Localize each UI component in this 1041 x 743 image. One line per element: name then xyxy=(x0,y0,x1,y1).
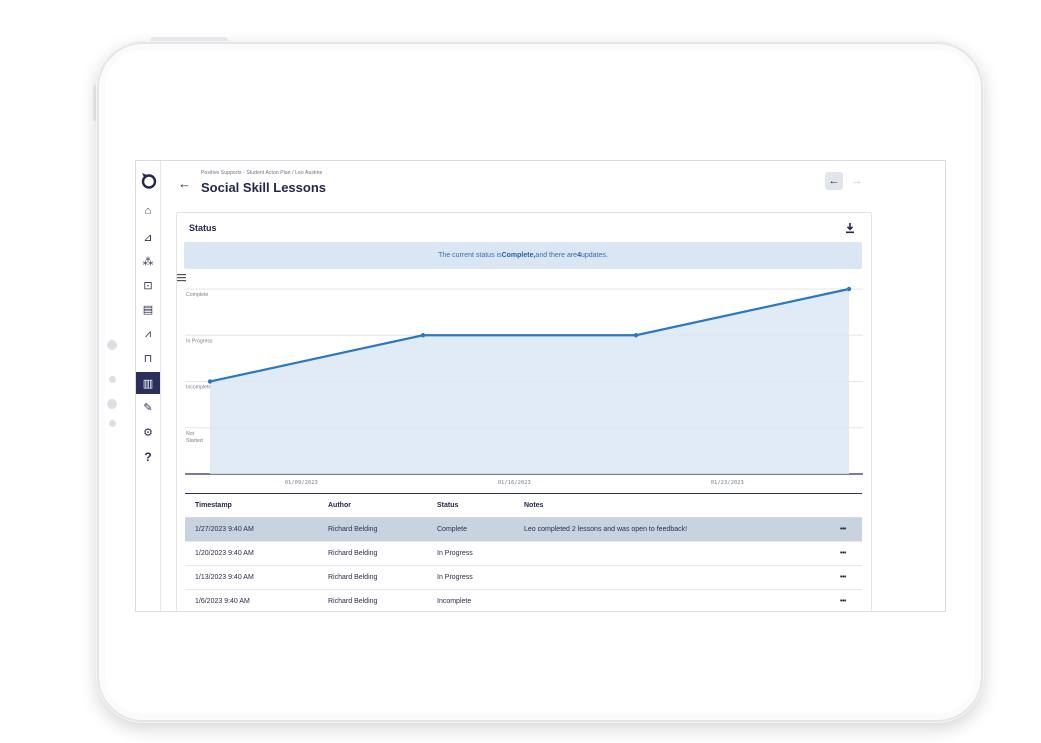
more-options-icon[interactable]: ••• xyxy=(840,550,846,557)
sidebar-item-book[interactable]: ▤ xyxy=(136,298,160,320)
breadcrumb[interactable]: Positive Supports - Student Acton Plan /… xyxy=(201,170,323,176)
edit-icon: ✎ xyxy=(143,401,153,414)
map-icon: ▥ xyxy=(142,377,154,390)
compass-icon: ⩘ xyxy=(144,327,152,340)
status-banner: The current status is Complete, and ther… xyxy=(184,242,862,269)
banner-prefix: The current status is xyxy=(438,252,502,259)
cell-status: In Progress xyxy=(437,574,473,581)
banner-middle: and there are xyxy=(535,252,578,259)
gears-icon: ⚙ xyxy=(143,426,153,439)
x-tick-label: 01/09/2023 xyxy=(285,480,318,486)
table-row[interactable]: 1/13/2023 9:40 AM Richard Belding In Pro… xyxy=(185,566,862,590)
pager-dot xyxy=(107,399,117,409)
sidebar-item-presentation[interactable]: ⊡ xyxy=(136,274,160,296)
tablet-top-button xyxy=(150,37,228,43)
tablet-side-button xyxy=(93,85,98,121)
app-screen: ⌂ ⊿ ⁂ ⊡ ▤ ⩘ ⊓ ▥ ✎ ⚙? ← Positive Supports - Studen… xyxy=(135,160,946,612)
sidebar-item-home[interactable]: ⌂ xyxy=(136,200,160,222)
sidebar: ⌂ ⊿ ⁂ ⊡ ▤ ⩘ ⊓ ▥ ✎ ⚙? xyxy=(136,161,161,611)
book-icon: ▤ xyxy=(142,303,154,316)
home-icon: ⌂ xyxy=(144,205,152,217)
banner-suffix: updates. xyxy=(580,252,608,259)
series-line xyxy=(209,287,850,383)
cell-timestamp: 1/6/2023 9:40 AM xyxy=(195,598,250,605)
y-tick-label: Incomplete xyxy=(186,385,211,391)
status-card: Status The current status is Complete, a… xyxy=(176,212,872,611)
page-title: Social Skill Lessons xyxy=(201,180,326,195)
y-tick-label: Started xyxy=(186,438,203,444)
page-header: ← Positive Supports - Student Acton Plan… xyxy=(160,161,945,211)
table-row[interactable]: 1/27/2023 9:40 AM Richard Belding Comple… xyxy=(185,518,862,542)
banner-status: Complete, xyxy=(501,252,536,259)
pager-dot xyxy=(109,376,116,383)
header-author[interactable]: Author xyxy=(328,502,351,509)
sidebar-item-edit[interactable]: ✎ xyxy=(136,396,160,418)
help-icon: ? xyxy=(144,450,152,464)
more-options-icon[interactable]: ••• xyxy=(840,526,846,533)
sidebar-item-users[interactable]: ⁂ xyxy=(136,250,160,272)
cell-status: Complete xyxy=(437,526,467,533)
sidebar-item-help[interactable]: ? xyxy=(136,446,160,468)
download-icon[interactable] xyxy=(845,222,855,234)
sidebar-item-map[interactable]: ▥ xyxy=(136,372,160,394)
presentation-icon: ⊡ xyxy=(143,279,153,292)
banner-count: 4 xyxy=(577,252,581,259)
more-options-icon[interactable]: ••• xyxy=(840,598,846,605)
table-row[interactable]: 1/20/2023 9:40 AM Richard Belding In Pro… xyxy=(185,542,862,566)
header-notes[interactable]: Notes xyxy=(524,502,544,509)
previous-button[interactable]: ← xyxy=(825,172,843,190)
y-tick-label: Complete xyxy=(186,292,208,298)
line-chart-icon: ⊿ xyxy=(143,231,153,244)
back-arrow-icon[interactable]: ← xyxy=(178,176,191,191)
pager-dot xyxy=(107,340,117,350)
cell-author: Richard Belding xyxy=(328,574,378,581)
cell-status: In Progress xyxy=(437,550,473,557)
cell-timestamp: 1/20/2023 9:40 AM xyxy=(195,550,254,557)
x-tick-label: 01/16/2023 xyxy=(498,480,531,486)
sidebar-item-line-chart[interactable]: ⊿ xyxy=(136,226,160,248)
sidebar-item-gears[interactable]: ⚙ xyxy=(136,421,160,443)
x-tick-label: 01/23/2023 xyxy=(711,480,744,486)
more-options-icon[interactable]: ••• xyxy=(840,574,846,581)
cell-notes: Leo completed 2 lessons and was open to … xyxy=(524,526,688,533)
series-area xyxy=(210,289,849,474)
cell-author: Richard Belding xyxy=(328,526,378,533)
cell-author: Richard Belding xyxy=(328,550,378,557)
arrow-left-icon: ← xyxy=(828,175,840,187)
cell-status: Incomplete xyxy=(437,598,472,605)
sidebar-item-bookmark[interactable]: ⊓ xyxy=(136,347,160,369)
header-timestamp[interactable]: Timestamp xyxy=(195,502,232,509)
data-point xyxy=(846,286,852,292)
table-row[interactable]: 1/6/2023 9:40 AM Richard Belding Incompl… xyxy=(185,590,862,611)
cell-author: Richard Belding xyxy=(328,598,378,605)
card-title: Status xyxy=(189,223,217,233)
status-chart: Not Started Incomplete In Progress Complete 0… xyxy=(177,273,871,493)
bookmark-icon: ⊓ xyxy=(143,352,153,365)
cell-timestamp: 1/13/2023 9:40 AM xyxy=(195,574,254,581)
table-header: Timestamp Author Status Notes xyxy=(185,493,862,518)
header-status[interactable]: Status xyxy=(437,502,459,509)
data-point xyxy=(207,379,213,384)
arrow-right-icon: → xyxy=(851,175,863,187)
data-point xyxy=(420,333,426,338)
pager-dot xyxy=(109,420,116,427)
data-point xyxy=(633,333,639,338)
cell-timestamp: 1/27/2023 9:40 AM xyxy=(195,526,254,533)
app-logo-icon[interactable] xyxy=(139,170,157,190)
next-button[interactable]: → xyxy=(848,172,866,190)
sidebar-item-compass[interactable]: ⩘ xyxy=(136,323,160,345)
updates-table: Timestamp Author Status Notes 1/27/2023 … xyxy=(185,493,862,611)
users-icon: ⁂ xyxy=(142,255,154,268)
hamburger-menu-icon[interactable] xyxy=(177,273,186,282)
y-tick-label: In Progress xyxy=(186,338,213,344)
y-tick-label: Not xyxy=(186,431,195,437)
